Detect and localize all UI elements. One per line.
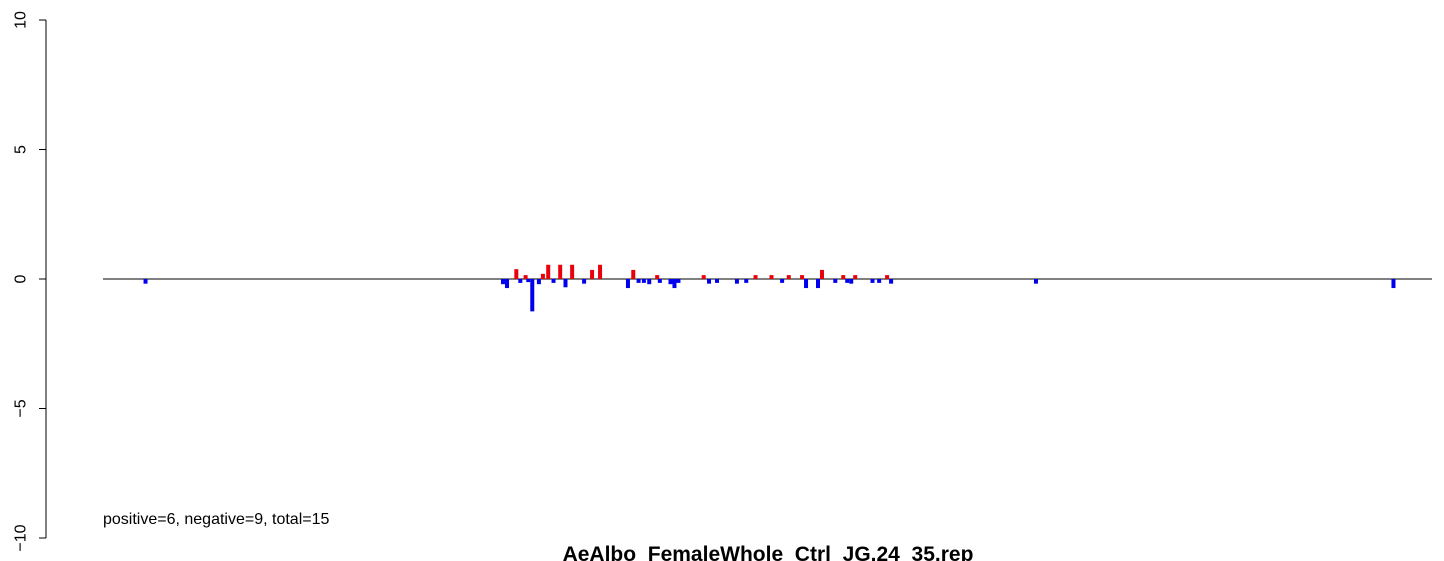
bar-negative <box>582 279 587 284</box>
bar-negative <box>816 279 821 289</box>
bar-negative <box>518 279 523 283</box>
bar-negative <box>1391 279 1396 289</box>
bar-positive <box>655 275 660 279</box>
bar-negative <box>636 279 641 283</box>
bar-negative <box>625 279 630 289</box>
bar-positive <box>885 275 890 279</box>
bar-positive <box>753 275 758 279</box>
bar-negative <box>804 279 809 289</box>
bar-negative <box>707 279 712 284</box>
bar-positive <box>590 269 595 279</box>
bar-positive <box>570 264 575 279</box>
y-tick-label: −10 <box>13 524 30 551</box>
bar-negative <box>657 279 662 283</box>
y-tick-label: 5 <box>13 145 30 154</box>
summary-annotation: positive=6, negative=9, total=15 <box>103 511 329 528</box>
bar-positive <box>841 275 846 279</box>
bar-negative <box>877 279 882 283</box>
bar-positive <box>598 264 603 279</box>
bar-positive <box>523 275 528 279</box>
y-tick-label: −5 <box>13 399 30 417</box>
bars-group <box>143 264 1396 312</box>
bar-negative <box>734 279 739 284</box>
bar-negative <box>501 279 506 285</box>
bar-positive <box>786 275 791 279</box>
bar-negative <box>668 279 673 285</box>
bar-negative <box>845 279 850 283</box>
bar-negative <box>530 279 535 312</box>
bar-negative <box>551 279 556 283</box>
bar-positive <box>558 264 563 279</box>
bar-negative <box>143 279 148 284</box>
bar-negative <box>744 279 749 283</box>
bar-negative <box>536 279 541 285</box>
bar-negative <box>849 279 854 284</box>
bar-negative <box>505 279 510 289</box>
bar-negative <box>526 279 531 283</box>
bar-negative <box>1033 279 1038 284</box>
bar-negative <box>647 279 652 285</box>
chart-title: AeAlbo_FemaleWhole_Ctrl_JG.24_35.rep <box>563 543 974 561</box>
bar-negative <box>714 279 719 283</box>
bar-negative <box>780 279 785 283</box>
bar-negative <box>870 279 875 283</box>
bar-negative <box>889 279 894 284</box>
bar-positive <box>800 275 805 279</box>
bar-negative <box>563 279 568 288</box>
y-axis: −10 −5 0 5 10 <box>13 11 47 552</box>
bar-negative <box>641 279 646 283</box>
bar-positive <box>819 269 824 279</box>
bar-negative <box>672 279 677 289</box>
bar-positive <box>769 275 774 279</box>
bar-positive <box>546 264 551 279</box>
bar-positive <box>853 275 858 279</box>
y-tick-label: 10 <box>13 11 30 29</box>
bar-negative <box>833 279 838 283</box>
bar-positive <box>514 269 519 279</box>
bar-positive <box>540 273 545 279</box>
bar-positive <box>701 275 706 279</box>
bar-negative <box>676 279 681 283</box>
y-tick-label: 0 <box>13 274 30 283</box>
bar-positive <box>631 269 636 279</box>
